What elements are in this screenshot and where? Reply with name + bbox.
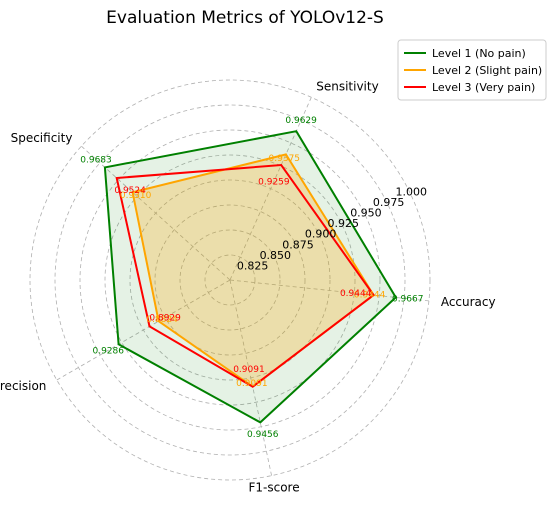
grid-spoke-3	[81, 145, 231, 281]
grid-ring-1	[204, 254, 256, 306]
value-label-series-2-precision: 0.8824	[146, 315, 178, 325]
chart-title: Evaluation Metrics of YOLOv12-S	[106, 8, 384, 28]
legend-item-level-3: Level 3 (Very pain)	[404, 81, 535, 94]
tick-label-8: 1.000	[396, 185, 428, 198]
grid-spoke-4	[56, 279, 231, 381]
series-line-3	[115, 163, 375, 388]
value-label-series-1-accuracy: 0.9667	[392, 295, 424, 305]
legend-item-level-2: Level 2 (Slight pain)	[404, 64, 542, 77]
axis-label-sensitivity: Sensitivity	[316, 79, 378, 93]
axis-label-specificity: Specificity	[11, 131, 73, 145]
legend-item-level-1: Level 1 (No pain)	[404, 47, 526, 60]
legend: Level 1 (No pain) Level 2 (Slight pain) …	[397, 39, 547, 101]
tick-label-7: 0.975	[373, 196, 405, 209]
tick-label-3: 0.875	[282, 238, 314, 251]
value-label-series-3-sensitivity: 0.9259	[258, 177, 290, 187]
series-line-1	[103, 130, 398, 424]
value-label-series-2-f1-score: 0.9091	[236, 379, 268, 389]
value-label-series-2-specificity: 0.9310	[120, 191, 152, 201]
value-label-series-1-specificity: 0.9683	[80, 155, 112, 165]
tick-label-2: 0.850	[260, 249, 292, 262]
value-label-series-3-accuracy: 0.9444	[340, 289, 372, 299]
legend-label-level-3: Level 3 (Very pain)	[432, 81, 535, 94]
series-area-1	[104, 131, 396, 423]
value-label-series-2-sensitivity: 0.9375	[269, 154, 301, 164]
tick-label-1: 0.825	[237, 259, 269, 272]
value-label-series-1-sensitivity: 0.9629	[285, 116, 317, 126]
grid-spoke-2	[229, 97, 312, 281]
radar-series	[103, 130, 398, 424]
axis-label-precision: Precision	[0, 379, 46, 393]
axis-label-f1-score: F1-score	[249, 480, 300, 494]
axis-label-accuracy: Accuracy	[441, 295, 496, 309]
grid-ring-8	[29, 79, 431, 481]
value-label-series-3-f1-score: 0.9091	[233, 365, 265, 375]
legend-label-level-1: Level 1 (No pain)	[432, 47, 526, 60]
grid-ring-6	[79, 129, 381, 431]
grid-ring-7	[54, 104, 406, 456]
grid-spoke-1	[229, 279, 429, 302]
value-label-series-2-accuracy: 0.9444	[354, 291, 386, 301]
axis-labels: Accuracy Sensitivity Specificity Precision F…	[0, 79, 496, 494]
value-label-series-1-f1-score: 0.9456	[247, 430, 279, 440]
value-label-series-1-precision: 0.9286	[92, 346, 124, 356]
grid-ring-4	[129, 179, 331, 381]
series-area-2	[132, 154, 374, 387]
grid-ring-3	[154, 204, 306, 356]
tick-label-5: 0.925	[328, 217, 360, 230]
grid-spoke-5	[229, 279, 272, 476]
legend-label-level-2: Level 2 (Slight pain)	[432, 64, 542, 77]
tick-label-6: 0.950	[350, 207, 382, 220]
value-label-series-3-precision: 0.8929	[149, 313, 181, 323]
grid-ring-2	[179, 229, 281, 331]
legend-box	[397, 39, 547, 101]
value-labels: 0.9667 0.9629 0.9683 0.9286 0.9456 0.9444 0.93…	[80, 116, 423, 440]
tick-label-4: 0.900	[305, 228, 337, 241]
value-label-series-3-specificity: 0.9524	[114, 186, 146, 196]
